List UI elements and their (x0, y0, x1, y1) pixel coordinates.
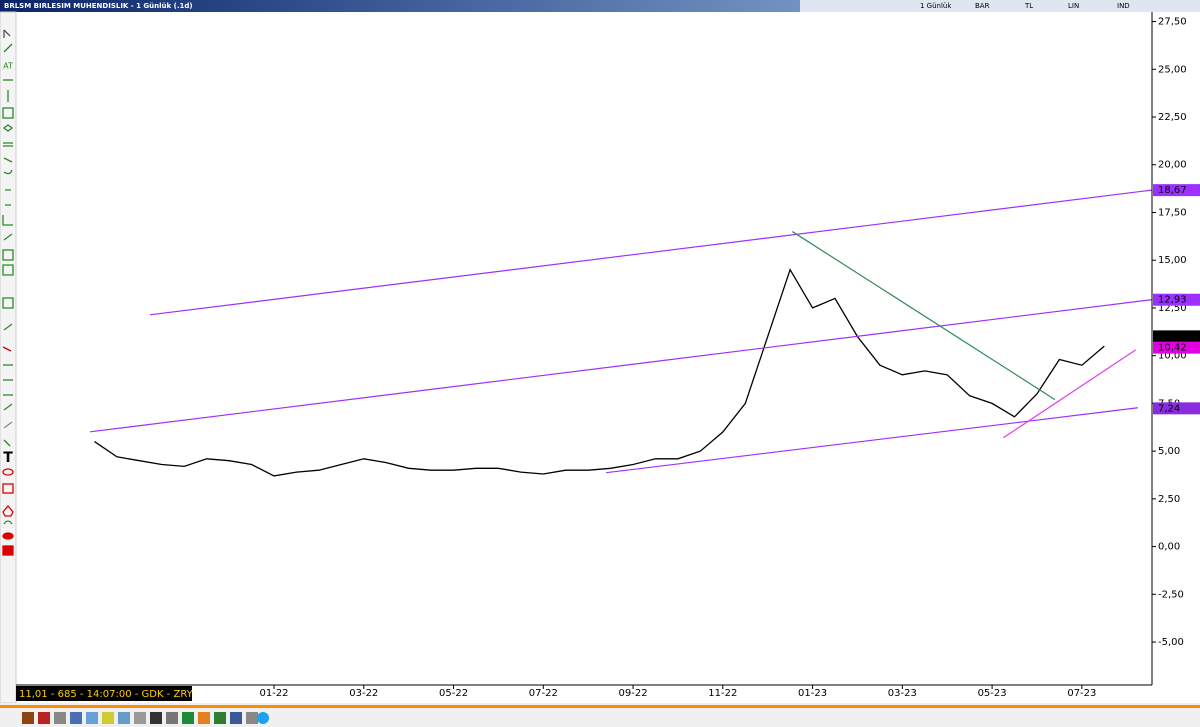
price-tag (1153, 402, 1200, 415)
price-tag (1153, 341, 1200, 354)
price-tag (1153, 293, 1200, 306)
y-tick-label: -5,00 (1158, 637, 1184, 648)
trend-line (792, 231, 1056, 401)
y-tick-label: 17,50 (1158, 207, 1187, 218)
y-tick-label: 5,00 (1158, 446, 1180, 457)
x-tick-label: 09-22 (619, 688, 648, 699)
header-item: BAR (975, 2, 990, 10)
header-item: TL (1024, 2, 1033, 10)
x-tick-label: 01-22 (259, 688, 288, 699)
bottom-icons (22, 712, 269, 724)
y-tick-label: 2,50 (1158, 494, 1180, 505)
x-tick-label: 07-22 (529, 688, 558, 699)
price-tag-label: 7,24 (1158, 403, 1180, 414)
tool-label: T (3, 450, 13, 466)
trend-line (1002, 349, 1137, 439)
y-tick-label: 12,50 (1158, 303, 1187, 314)
header-item: IND (1117, 2, 1130, 10)
header-item: LIN (1068, 2, 1079, 10)
x-tick-label: 01-23 (798, 688, 827, 699)
y-tick-label: 15,00 (1158, 255, 1187, 266)
orange-strip (0, 705, 1200, 708)
y-tick-label: 20,00 (1158, 160, 1187, 171)
price-tag-label: 18,67 (1158, 185, 1187, 196)
window-title: BRLSM BIRLESIM MUHENDISLIK - 1 Günlük (.… (4, 2, 193, 10)
header-item: 1 Günlük (920, 2, 952, 10)
x-tick-label: 03-23 (888, 688, 917, 699)
price-tag-label: 11,01 (1158, 331, 1187, 342)
trend-line (606, 407, 1139, 474)
y-tick-label: 22,50 (1158, 112, 1187, 123)
x-tick-label: 03-22 (349, 688, 378, 699)
status-text: 11,01 - 685 - 14:07:00 - GDK - ZRY (19, 689, 194, 700)
price-tag-label: 12,93 (1158, 295, 1187, 306)
tool-label: AT (3, 62, 13, 71)
price-tag (1153, 184, 1200, 197)
y-tick-label: 27,50 (1158, 17, 1187, 28)
tool-icons (2, 29, 14, 556)
price-line (94, 268, 1105, 477)
x-tick-label: 11-22 (708, 688, 737, 699)
status-box (16, 686, 192, 701)
trend-line (149, 189, 1152, 316)
y-tick-label: 0,00 (1158, 542, 1180, 553)
price-tag-label: 10,42 (1158, 343, 1187, 354)
x-tick-label: 05-23 (978, 688, 1007, 699)
x-tick-label: 07-23 (1067, 688, 1096, 699)
y-tick-label: 25,00 (1158, 64, 1187, 75)
header-toolbar (800, 0, 1200, 12)
price-tag (1153, 330, 1200, 343)
y-tick-label: -2,50 (1158, 589, 1184, 600)
x-tick-label: 05-22 (439, 688, 468, 699)
trend-line (89, 299, 1152, 433)
y-tick-label: 10,00 (1158, 351, 1187, 362)
